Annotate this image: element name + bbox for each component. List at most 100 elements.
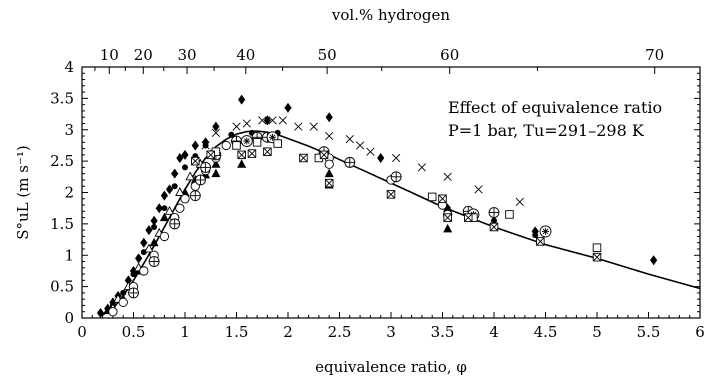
y-tick-label: 0.5	[50, 278, 74, 296]
top-tick-label: 30	[178, 46, 197, 64]
top-tick-label: 20	[134, 46, 153, 64]
dot-marker	[151, 224, 158, 231]
cross-marker	[211, 128, 221, 138]
y-tick-label: 2.5	[50, 152, 74, 170]
diamond-marker	[176, 152, 184, 163]
x-tick-label: 1.5	[225, 323, 249, 341]
series-square	[211, 138, 602, 252]
dot-marker	[532, 232, 539, 239]
open-triangle-marker	[175, 187, 185, 196]
top-tick-label: 10	[100, 46, 119, 64]
circle-marker	[159, 231, 170, 242]
circle-marker	[108, 307, 118, 317]
square-x-marker	[386, 190, 396, 199]
series-circle-plus	[128, 131, 500, 299]
cross-marker	[392, 153, 401, 163]
y-tick-label: 1	[64, 246, 74, 264]
series-cross	[201, 116, 524, 207]
diamond-marker	[181, 149, 189, 160]
diamond-marker	[155, 203, 163, 214]
top-tick-label: 60	[440, 46, 459, 64]
circle-plus-marker	[390, 171, 402, 183]
diamond-marker	[191, 140, 199, 151]
cross-marker	[294, 122, 303, 131]
open-triangle-marker	[164, 205, 175, 215]
axis-ticks	[81, 66, 701, 319]
square-x-marker	[299, 153, 308, 163]
triangle-filled-marker	[211, 159, 221, 168]
top-tick-label: 50	[318, 46, 337, 64]
x-tick-label: 0.5	[122, 323, 146, 341]
circle-plus-marker	[189, 190, 201, 202]
cross-marker	[515, 197, 524, 207]
cross-marker	[345, 135, 354, 144]
diamond-marker	[377, 152, 385, 163]
x-tick-label: 2.5	[328, 323, 352, 341]
triangle-filled-marker	[443, 223, 453, 233]
cross-marker	[309, 122, 318, 131]
square-x-marker	[247, 149, 257, 158]
square-x-marker	[263, 147, 272, 156]
annotation-line-2: P=1 bar, Tu=291–298 K	[448, 121, 645, 140]
square-x-marker	[206, 150, 215, 160]
x-tick-label: 3	[386, 323, 396, 341]
dot-marker	[228, 131, 235, 138]
annotation-line-1: Effect of equivalence ratio	[448, 98, 662, 117]
circle-star-marker	[539, 225, 552, 238]
circle-plus-marker	[194, 174, 206, 186]
diamond-marker	[238, 94, 246, 105]
diamond-marker	[171, 168, 179, 179]
x-tick-label: 1	[180, 323, 190, 341]
cross-marker	[355, 141, 365, 150]
diamond-marker	[160, 190, 168, 201]
triangle-filled-marker	[324, 168, 334, 178]
diamond-marker	[140, 237, 148, 248]
diamond-marker	[135, 253, 143, 264]
square-marker	[232, 141, 241, 150]
diamond-marker	[325, 112, 333, 123]
cross-marker	[258, 116, 267, 125]
plot-area: 0 0.5 1 1.5 2 2.5 3 3.5 4 4.5 5 5.5 6 0 0.5 1 1.5 2 2.5 3 3…	[50, 46, 705, 341]
x-tick-label: 5.5	[637, 323, 661, 341]
dot-marker	[161, 205, 168, 212]
square-x-marker	[191, 156, 200, 166]
circle-marker	[139, 266, 149, 276]
square-marker	[592, 243, 602, 252]
diamond-marker	[150, 215, 158, 226]
square-x-marker	[438, 194, 447, 204]
square-x-marker	[237, 150, 246, 160]
cross-marker	[268, 116, 277, 125]
x-tick-label: 0	[77, 323, 87, 341]
square-marker	[505, 210, 514, 219]
cross-marker	[278, 116, 287, 125]
diamond-marker	[650, 255, 658, 266]
circle-marker	[175, 203, 185, 213]
dot-marker	[182, 164, 188, 171]
square-x-marker	[324, 178, 334, 188]
triangle-filled-marker	[443, 203, 453, 212]
circle-marker	[221, 140, 231, 151]
circle-plus-marker	[169, 218, 181, 230]
top-tick-label: 70	[645, 46, 664, 64]
diamond-marker	[263, 115, 271, 126]
diamond-marker	[284, 102, 292, 113]
cross-marker	[325, 131, 334, 141]
y-tick-label: 4	[64, 58, 74, 76]
cross-marker	[417, 163, 427, 172]
series-circle	[108, 140, 453, 317]
square-marker	[273, 139, 282, 148]
circle-plus-marker	[344, 156, 356, 168]
y-tick-label: 3	[64, 121, 74, 139]
dot-marker	[120, 289, 127, 296]
y-tick-labels: 0 0.5 1 1.5 2 2.5 3 3.5 4	[50, 58, 74, 327]
square-marker	[427, 192, 437, 202]
square-x-marker	[489, 222, 499, 232]
top-tick-label: 40	[236, 46, 255, 64]
cross-marker	[232, 122, 241, 131]
diamond-marker	[96, 307, 105, 318]
cross-marker	[474, 185, 483, 194]
square-x-marker	[319, 150, 329, 160]
y-axis-title: S°uL (m s⁻¹)	[14, 145, 32, 240]
top-tick-labels: 10 20 30 40 50 60 70	[100, 46, 664, 64]
